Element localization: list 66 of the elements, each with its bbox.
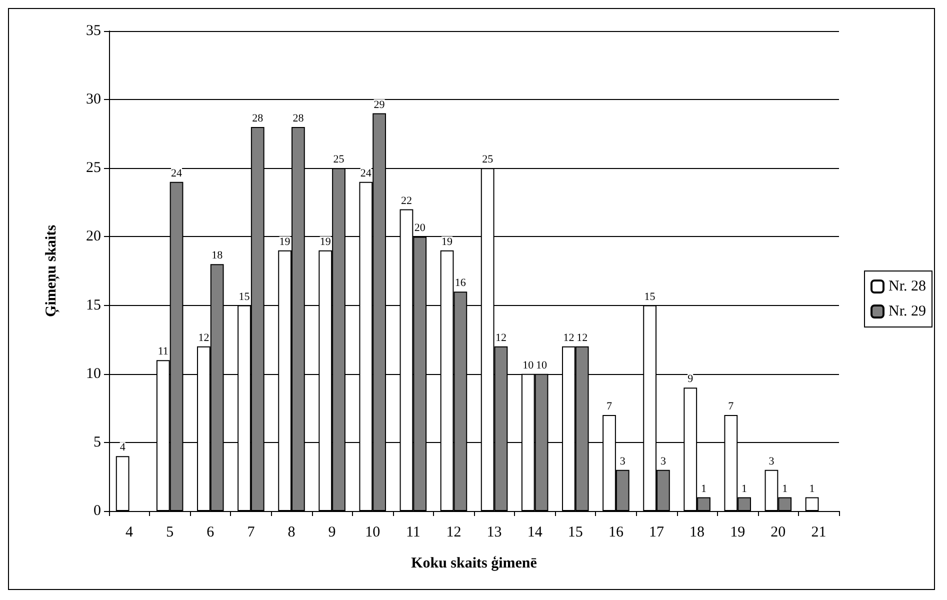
y-tick-label: 35 xyxy=(86,23,101,39)
data-label: 29 xyxy=(374,98,386,111)
data-label: 15 xyxy=(644,290,656,303)
bar xyxy=(116,456,130,511)
data-label: 12 xyxy=(198,332,210,344)
x-axis-title: Koku skaits ģimenē xyxy=(411,556,538,572)
x-tick-label: 21 xyxy=(811,524,826,540)
data-label: 19 xyxy=(442,236,454,248)
data-label: 10 xyxy=(536,359,548,372)
data-label: 15 xyxy=(238,290,250,303)
data-label: 1 xyxy=(742,482,748,495)
y-tick-label: 30 xyxy=(86,92,101,108)
data-label: 1 xyxy=(700,482,706,495)
data-label: 11 xyxy=(158,346,168,358)
data-label: 7 xyxy=(606,400,613,412)
x-tick-label: 14 xyxy=(527,524,543,540)
x-tick-label: 20 xyxy=(770,524,786,540)
data-label: 24 xyxy=(360,167,372,180)
data-label: 3 xyxy=(660,455,666,468)
x-tick-label: 18 xyxy=(690,524,705,540)
data-label: 28 xyxy=(292,112,304,124)
data-label: 7 xyxy=(728,400,734,412)
x-tick-label: 13 xyxy=(486,524,502,540)
data-label: 18 xyxy=(212,250,224,262)
data-label: 24 xyxy=(171,167,183,180)
x-tick-label: 7 xyxy=(247,524,256,540)
data-label: 12 xyxy=(495,332,506,344)
y-tick-label: 5 xyxy=(94,434,101,450)
legend-label: Nr. 28 xyxy=(888,278,926,294)
x-tick-label: 17 xyxy=(649,524,664,540)
x-tick-label: 15 xyxy=(568,524,583,540)
y-tick-label: 10 xyxy=(86,366,101,382)
data-label: 28 xyxy=(252,112,264,124)
data-label: 25 xyxy=(333,154,345,166)
data-label: 1 xyxy=(809,482,815,495)
x-tick-label: 11 xyxy=(406,524,420,540)
y-tick-label: 15 xyxy=(86,297,101,314)
data-label: 12 xyxy=(563,332,574,344)
y-axis-title: Ģimeņu skaits xyxy=(44,224,60,318)
data-label: 19 xyxy=(320,236,332,248)
legend-label: Nr. 29 xyxy=(888,304,926,320)
bar xyxy=(805,497,819,511)
data-label: 3 xyxy=(620,455,626,468)
x-tick-label: 4 xyxy=(126,524,134,540)
data-label: 1 xyxy=(782,482,788,495)
data-label: 10 xyxy=(522,359,534,372)
x-tick-label: 8 xyxy=(288,524,296,540)
data-label: 16 xyxy=(454,277,466,290)
data-label: 4 xyxy=(120,442,126,454)
x-tick-label: 19 xyxy=(730,524,746,540)
y-tick-label: 25 xyxy=(86,160,101,176)
data-label: 19 xyxy=(279,236,291,248)
x-tick-label: 6 xyxy=(206,524,215,540)
data-label: 20 xyxy=(414,222,426,234)
x-tick-label: 5 xyxy=(166,524,174,540)
x-tick-label: 9 xyxy=(328,524,336,540)
y-tick-label: 0 xyxy=(94,503,101,519)
data-label: 22 xyxy=(400,194,412,207)
x-tick-label: 16 xyxy=(608,524,624,540)
data-label: 3 xyxy=(768,455,775,468)
data-label: 25 xyxy=(482,154,494,166)
data-label: 12 xyxy=(576,332,588,344)
data-label: 9 xyxy=(688,373,694,386)
y-tick-label: 20 xyxy=(86,228,101,245)
x-tick-label: 12 xyxy=(446,524,462,540)
x-tick-label: 10 xyxy=(365,524,380,540)
